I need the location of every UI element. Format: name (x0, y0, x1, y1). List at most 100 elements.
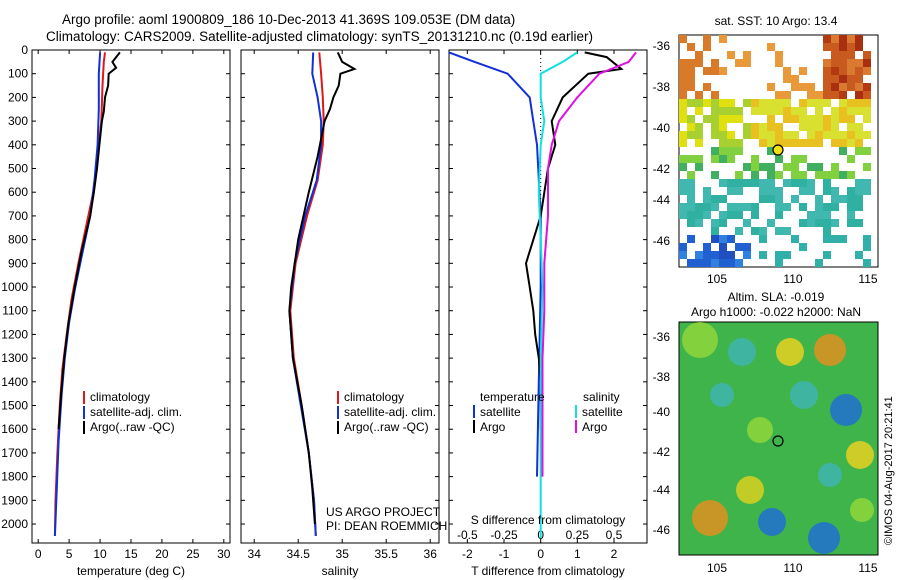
x-tick-label: 1 (574, 547, 581, 561)
sst-cell (783, 131, 791, 139)
sst-cell (783, 67, 791, 75)
sst-cell (807, 123, 815, 131)
x-tick-label: 30 (217, 547, 231, 561)
sst-cell (831, 91, 839, 99)
sst-cell (775, 195, 783, 203)
sst-cell (719, 251, 727, 259)
sla-anomaly (808, 522, 840, 554)
sst-cell (783, 115, 791, 123)
x-tick-label: 34.5 (287, 547, 311, 561)
sst-cell (839, 83, 847, 91)
sst-cell (679, 243, 687, 251)
temperature-legend: climatology satellite-adj. clim. Argo(..… (83, 390, 182, 434)
sst-cell (791, 83, 799, 91)
sst-cell (759, 107, 767, 115)
sst-cell (679, 163, 687, 171)
sst-cell (719, 243, 727, 251)
sst-cell (727, 187, 735, 195)
sst-cell (775, 155, 783, 163)
sst-cell (847, 187, 855, 195)
sst-cell (695, 155, 703, 163)
sst-cell (711, 195, 719, 203)
sst-cell (775, 203, 783, 211)
sla-anomaly (814, 334, 846, 366)
sst-cell (767, 123, 775, 131)
sst-cell (815, 203, 823, 211)
title-line-2: Climatology: CARS2009. Satellite-adjuste… (46, 29, 594, 44)
sst-cell (703, 67, 711, 75)
sst-cell (847, 203, 855, 211)
sst-cell (751, 227, 759, 235)
s-diff-tick-label: -0.5 (457, 528, 478, 542)
temperature-panel-frame (31, 49, 231, 544)
sst-cell (743, 219, 751, 227)
legend-label-climatology: climatology (90, 390, 150, 404)
sst-cell (791, 139, 799, 147)
sst-cell (679, 251, 687, 259)
sst-cell (831, 115, 839, 123)
sst-cell (823, 219, 831, 227)
sst-cell (719, 219, 727, 227)
sst-cell (783, 203, 791, 211)
sst-cell (775, 51, 783, 59)
sst-cell (727, 107, 735, 115)
sst-cell (823, 59, 831, 67)
sst-cell (711, 131, 719, 139)
sst-cell (863, 51, 871, 59)
sst-cell (863, 187, 871, 195)
sst-cell (679, 131, 687, 139)
sst-cell (719, 195, 727, 203)
series-line-temperature-satellite (448, 51, 542, 477)
sst-cell (759, 163, 767, 171)
sst-cell (735, 179, 743, 187)
x-tick-label: 35 (336, 547, 350, 561)
sst-map (678, 34, 879, 268)
sst-cell (783, 107, 791, 115)
lon-tick: 105 (707, 272, 727, 286)
sst-cell (847, 99, 855, 107)
sst-cell (815, 91, 823, 99)
sst-cell (679, 91, 687, 99)
sst-cell (735, 115, 743, 123)
sst-cell (759, 251, 767, 259)
sst-cell (855, 195, 863, 203)
x-tick-label: 10 (93, 547, 107, 561)
sst-cell (847, 123, 855, 131)
sst-cell (735, 203, 743, 211)
sst-cell (775, 187, 783, 195)
sst-cell (823, 131, 831, 139)
sst-cell (847, 43, 855, 51)
sst-cell (687, 203, 695, 211)
legend-label-argo: Argo(..raw -QC) (90, 420, 175, 434)
sst-cell (695, 203, 703, 211)
depth-tick-label: 600 (8, 185, 28, 199)
sst-cell (687, 75, 695, 83)
sst-cell (855, 35, 863, 43)
sst-cell (719, 99, 727, 107)
salinity-legend: climatology satellite-adj. clim. Argo(..… (337, 390, 436, 434)
sst-cell (719, 67, 727, 75)
lat-tick: -44 (653, 483, 671, 497)
sst-cell (687, 155, 695, 163)
sst-cell (727, 139, 735, 147)
depth-tick-label: 1900 (1, 493, 28, 507)
legend-label-temp-satellite: satellite (480, 405, 521, 419)
sst-cell (831, 163, 839, 171)
sst-cell (791, 107, 799, 115)
sst-cell (791, 163, 799, 171)
sst-cell (679, 99, 687, 107)
sst-cell (815, 99, 823, 107)
sst-cell (815, 171, 823, 179)
sst-cell (743, 179, 751, 187)
sst-cell (775, 227, 783, 235)
sst-cell (679, 67, 687, 75)
depth-tick-label: 200 (8, 90, 28, 104)
sst-cell (767, 171, 775, 179)
sst-cell (767, 195, 775, 203)
sst-cell (703, 251, 711, 259)
temperature-axis-label: temperature (deg C) (77, 564, 185, 578)
sst-cell (831, 83, 839, 91)
sst-cell (759, 123, 767, 131)
sst-cell (807, 163, 815, 171)
sst-cell (831, 235, 839, 243)
